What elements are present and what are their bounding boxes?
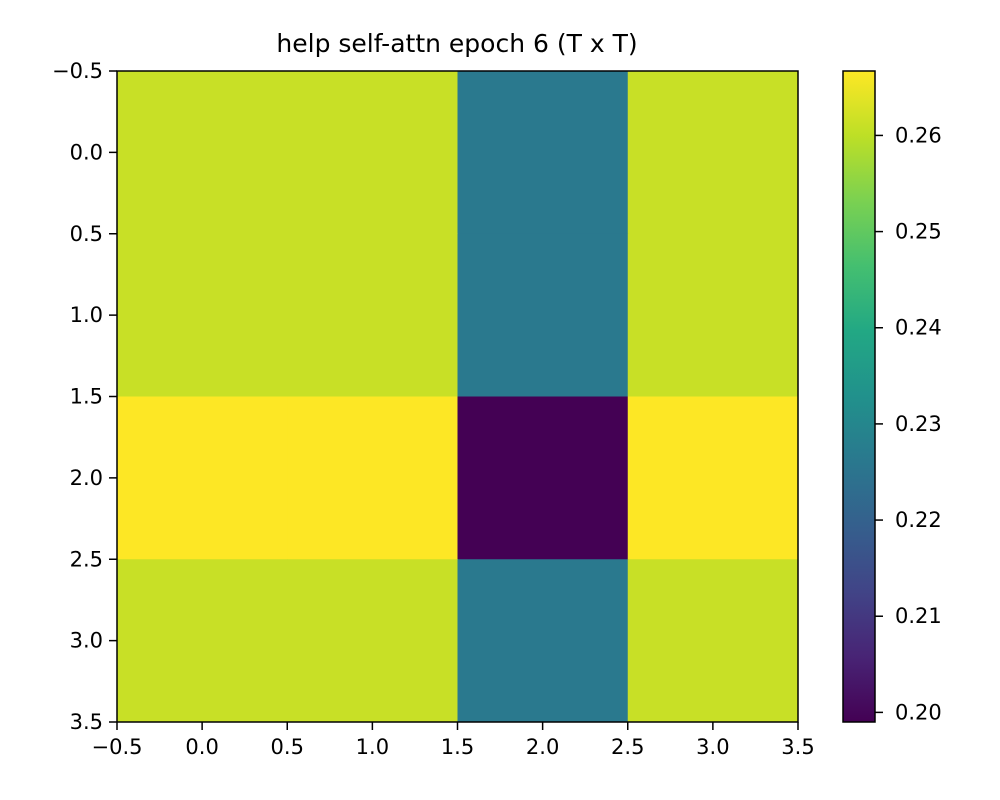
colorbar-tick-label: 0.20 (895, 700, 942, 724)
heatmap-cell-r2-c3 (627, 396, 799, 560)
colorbar (842, 70, 876, 723)
heatmap-cell-r1-c0 (117, 233, 288, 397)
y-tick-label: 2.5 (70, 547, 103, 571)
heatmap-cell-r3-c2 (457, 559, 629, 723)
x-tick-label: 2.5 (611, 735, 644, 759)
heatmap-cell-r2-c1 (287, 396, 458, 560)
x-tick-label: 1.0 (356, 735, 389, 759)
colorbar-tick-label: 0.23 (895, 412, 942, 436)
heatmap-cell-r3-c1 (287, 559, 458, 723)
chart-title: help self-attn epoch 6 (T x T) (276, 29, 637, 58)
heatmap-cell-r1-c1 (287, 233, 458, 397)
y-tick-label: −0.5 (52, 59, 103, 83)
heatmap-cell-r0-c1 (287, 71, 458, 235)
y-tick-label: 0.0 (70, 140, 103, 164)
heatmap-cell-r3-c0 (117, 559, 288, 723)
y-tick-label: 1.5 (70, 385, 103, 409)
y-tick-label: 3.5 (70, 710, 103, 734)
x-tick-label: 2.0 (526, 735, 559, 759)
x-axis: −0.5 0.0 0.5 1.0 1.5 2.0 2.5 3.0 3.5 (92, 722, 815, 759)
y-axis: −0.5 0.0 0.5 1.0 1.5 2.0 2.5 3.0 3.5 (52, 59, 117, 734)
heatmap-cell-r2-c2 (457, 396, 629, 560)
colorbar-tick-label: 0.22 (895, 508, 942, 532)
x-tick-label: 0.0 (185, 735, 218, 759)
heatmap-cell-r0-c3 (627, 71, 799, 235)
y-tick-label: 3.0 (70, 629, 103, 653)
x-tick-label: 3.5 (781, 735, 814, 759)
heatmap-cell-r3-c3 (627, 559, 799, 723)
heatmap-cells (117, 71, 799, 723)
y-tick-label: 2.0 (70, 466, 103, 490)
colorbar-tick-label: 0.25 (895, 220, 942, 244)
x-tick-label: 3.0 (696, 735, 729, 759)
heatmap-cell-r1-c3 (627, 233, 799, 397)
y-tick-label: 1.0 (70, 303, 103, 327)
heatmap-cell-r0-c2 (457, 71, 629, 235)
colorbar-tick-label: 0.21 (895, 604, 942, 628)
colorbar-tick-label: 0.24 (895, 316, 942, 340)
colorbar-axis: 0.20 0.21 0.22 0.23 0.24 0.25 0.26 (875, 123, 942, 724)
heatmap-cell-r0-c0 (117, 71, 288, 235)
x-tick-label: 1.5 (441, 735, 474, 759)
heatmap-cell-r1-c2 (457, 233, 629, 397)
heatmap-cell-r2-c0 (117, 396, 288, 560)
x-tick-label: −0.5 (92, 735, 143, 759)
colorbar-tick-label: 0.26 (895, 123, 942, 147)
y-tick-label: 0.5 (70, 222, 103, 246)
x-tick-label: 0.5 (271, 735, 304, 759)
